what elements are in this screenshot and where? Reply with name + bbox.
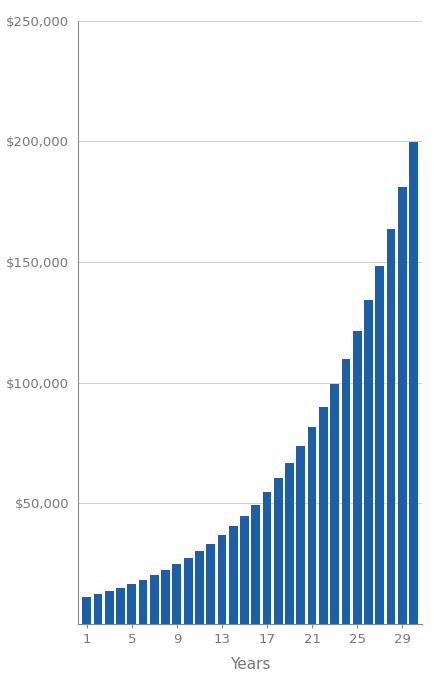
- Bar: [105, 591, 113, 624]
- Bar: [240, 516, 248, 624]
- Bar: [273, 478, 282, 624]
- Bar: [116, 588, 125, 624]
- Bar: [341, 359, 349, 624]
- Bar: [386, 229, 395, 624]
- Bar: [206, 544, 214, 624]
- Bar: [262, 492, 271, 624]
- Bar: [183, 559, 192, 624]
- Bar: [375, 266, 383, 624]
- Bar: [82, 597, 91, 624]
- Bar: [352, 331, 361, 624]
- Bar: [251, 505, 260, 624]
- Bar: [161, 570, 170, 624]
- Bar: [150, 575, 158, 624]
- Bar: [363, 300, 372, 624]
- Bar: [228, 526, 237, 624]
- Bar: [127, 584, 136, 624]
- Bar: [194, 552, 204, 624]
- Bar: [93, 595, 102, 624]
- Bar: [285, 463, 293, 624]
- Bar: [397, 187, 406, 624]
- Bar: [329, 384, 338, 624]
- Bar: [172, 565, 181, 624]
- X-axis label: Years: Years: [229, 657, 270, 672]
- Bar: [307, 428, 316, 624]
- Bar: [296, 446, 305, 624]
- Bar: [408, 141, 417, 624]
- Bar: [318, 407, 327, 624]
- Bar: [138, 580, 147, 624]
- Bar: [217, 536, 226, 624]
